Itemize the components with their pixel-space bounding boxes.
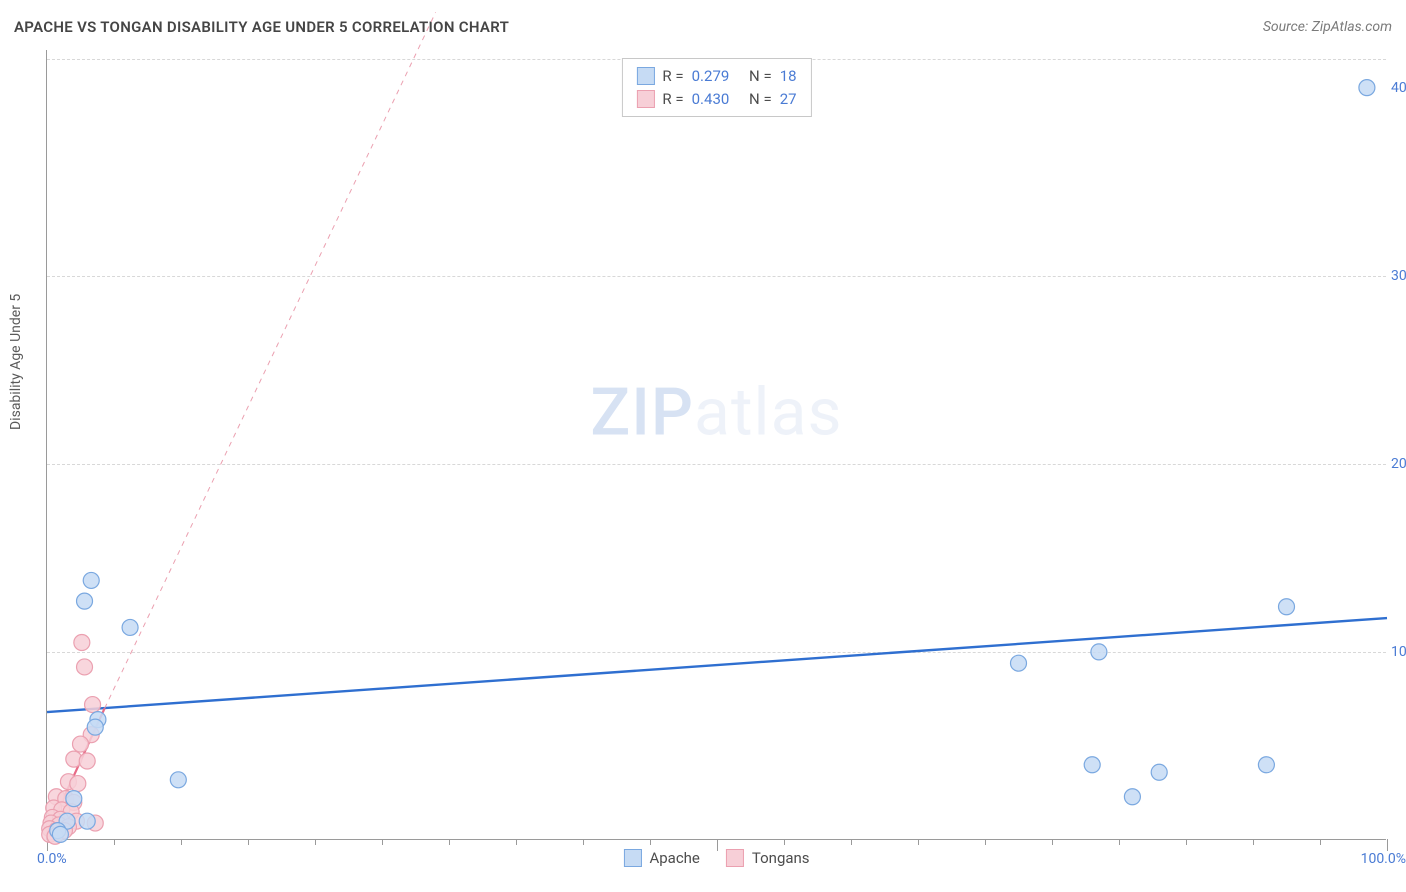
x-tick-minor bbox=[1119, 839, 1120, 845]
data-point bbox=[1091, 644, 1107, 660]
n-value-apache: 18 bbox=[780, 65, 797, 88]
x-axis-max-label: 100.0% bbox=[1361, 851, 1406, 867]
chart-svg bbox=[47, 50, 1386, 839]
x-tick-minor bbox=[851, 839, 852, 845]
y-tick-label: 40.0% bbox=[1391, 80, 1406, 96]
data-point bbox=[87, 719, 103, 735]
legart-label-tongans: Tongans bbox=[752, 849, 810, 867]
legend-item-apache: Apache bbox=[623, 849, 699, 867]
data-point bbox=[52, 826, 68, 842]
data-point bbox=[170, 772, 186, 788]
data-point bbox=[74, 635, 90, 651]
x-tick-minor bbox=[650, 839, 651, 845]
data-point bbox=[66, 791, 82, 807]
x-tick-minor bbox=[181, 839, 182, 845]
data-point bbox=[122, 619, 138, 635]
data-point bbox=[85, 697, 101, 713]
x-axis-min-label: 0.0% bbox=[37, 851, 67, 867]
x-tick-minor bbox=[583, 839, 584, 845]
chart-source: Source: ZipAtlas.com bbox=[1263, 19, 1392, 35]
y-tick-label: 30.0% bbox=[1391, 268, 1406, 284]
x-tick-minor bbox=[1320, 839, 1321, 845]
chart-header: APACHE VS TONGAN DISABILITY AGE UNDER 5 … bbox=[14, 18, 1392, 36]
y-axis-label: Disability Age Under 5 bbox=[8, 294, 24, 430]
x-tick-minor bbox=[315, 839, 316, 845]
legend-label-apache: Apache bbox=[649, 849, 699, 867]
data-point bbox=[79, 753, 95, 769]
data-point bbox=[1124, 789, 1140, 805]
x-tick-minor bbox=[1253, 839, 1254, 845]
x-tick-minor bbox=[985, 839, 986, 845]
r-label: R = bbox=[662, 65, 683, 88]
r-value-tongans: 0.430 bbox=[692, 88, 730, 111]
legend-swatch-apache bbox=[623, 849, 641, 867]
data-point bbox=[1258, 757, 1274, 773]
n-label: N = bbox=[749, 65, 772, 88]
n-value-tongans: 27 bbox=[780, 88, 797, 111]
r-value-apache: 0.279 bbox=[692, 65, 730, 88]
x-tick-minor bbox=[516, 839, 517, 845]
data-point bbox=[83, 572, 99, 588]
x-tick-major bbox=[1387, 839, 1388, 851]
y-tick-label: 10.0% bbox=[1391, 644, 1406, 660]
legend-item-tongans: Tongans bbox=[726, 849, 810, 867]
x-tick-minor bbox=[449, 839, 450, 845]
y-tick-label: 20.0% bbox=[1391, 456, 1406, 472]
correlation-legend: R = 0.279 N = 18 R = 0.430 N = 27 bbox=[621, 58, 811, 117]
data-point bbox=[1084, 757, 1100, 773]
data-point bbox=[77, 659, 93, 675]
data-point bbox=[77, 593, 93, 609]
series-legend: Apache Tongans bbox=[623, 849, 809, 867]
data-point bbox=[1279, 599, 1295, 615]
r-label: R = bbox=[662, 88, 683, 111]
data-point bbox=[73, 736, 89, 752]
data-point bbox=[70, 776, 86, 792]
data-point bbox=[1011, 655, 1027, 671]
swatch-apache bbox=[636, 67, 654, 85]
regression-extension bbox=[105, 12, 436, 708]
data-point bbox=[1151, 764, 1167, 780]
x-tick-minor bbox=[784, 839, 785, 845]
legend-swatch-tongans bbox=[726, 849, 744, 867]
correlation-row-apache: R = 0.279 N = 18 bbox=[636, 65, 796, 88]
x-tick-minor bbox=[1052, 839, 1053, 845]
data-point bbox=[79, 813, 95, 829]
plot-area: ZIPatlas 10.0%20.0%30.0%40.0% 0.0% 100.0… bbox=[46, 50, 1386, 840]
n-label: N = bbox=[749, 88, 772, 111]
chart-title: APACHE VS TONGAN DISABILITY AGE UNDER 5 … bbox=[14, 18, 509, 36]
data-point bbox=[1359, 80, 1375, 96]
regression-line bbox=[47, 618, 1387, 712]
x-tick-minor bbox=[918, 839, 919, 845]
x-tick-minor bbox=[382, 839, 383, 845]
x-tick-minor bbox=[114, 839, 115, 845]
x-tick-minor bbox=[248, 839, 249, 845]
x-tick-minor bbox=[1186, 839, 1187, 845]
correlation-row-tongans: R = 0.430 N = 27 bbox=[636, 88, 796, 111]
swatch-tongans bbox=[636, 90, 654, 108]
